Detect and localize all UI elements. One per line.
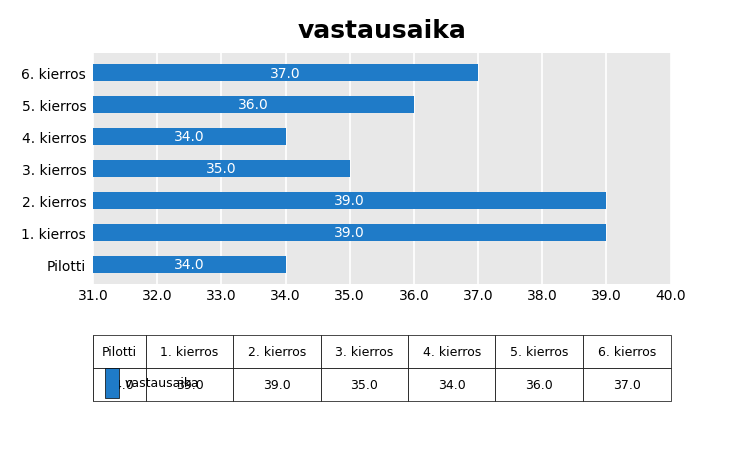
Text: 34.0: 34.0 (174, 130, 205, 144)
Text: 34.0: 34.0 (174, 258, 205, 272)
Text: 37.0: 37.0 (270, 66, 301, 80)
Text: vastausaika: vastausaika (125, 377, 200, 390)
Bar (93, 224, 606, 242)
Text: 39.0: 39.0 (335, 226, 365, 240)
Title: vastausaika: vastausaika (297, 18, 466, 42)
Text: 35.0: 35.0 (206, 162, 237, 176)
Bar (93, 192, 606, 210)
Bar (93, 160, 349, 178)
Bar (93, 64, 478, 82)
Bar (93, 129, 285, 146)
Text: 36.0: 36.0 (238, 98, 269, 112)
Bar (93, 256, 285, 274)
Text: 39.0: 39.0 (335, 194, 365, 208)
Bar (93, 97, 414, 114)
Bar (104, 368, 119, 398)
